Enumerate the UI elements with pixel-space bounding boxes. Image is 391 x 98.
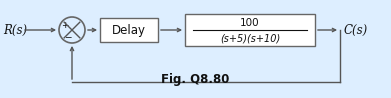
Text: C(s): C(s)	[344, 24, 368, 36]
Text: (s+5)(s+10): (s+5)(s+10)	[220, 33, 280, 43]
Text: Fig. Q8.80: Fig. Q8.80	[161, 73, 229, 86]
Text: −: −	[64, 32, 71, 41]
Text: Delay: Delay	[112, 24, 146, 36]
Bar	[100, 18, 158, 42]
Bar	[185, 14, 315, 46]
Text: 100: 100	[240, 18, 260, 28]
Text: R(s): R(s)	[3, 24, 27, 36]
Text: +: +	[61, 21, 68, 30]
